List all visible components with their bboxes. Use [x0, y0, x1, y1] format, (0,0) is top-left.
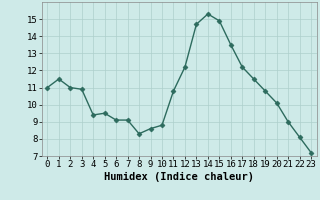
- X-axis label: Humidex (Indice chaleur): Humidex (Indice chaleur): [104, 172, 254, 182]
